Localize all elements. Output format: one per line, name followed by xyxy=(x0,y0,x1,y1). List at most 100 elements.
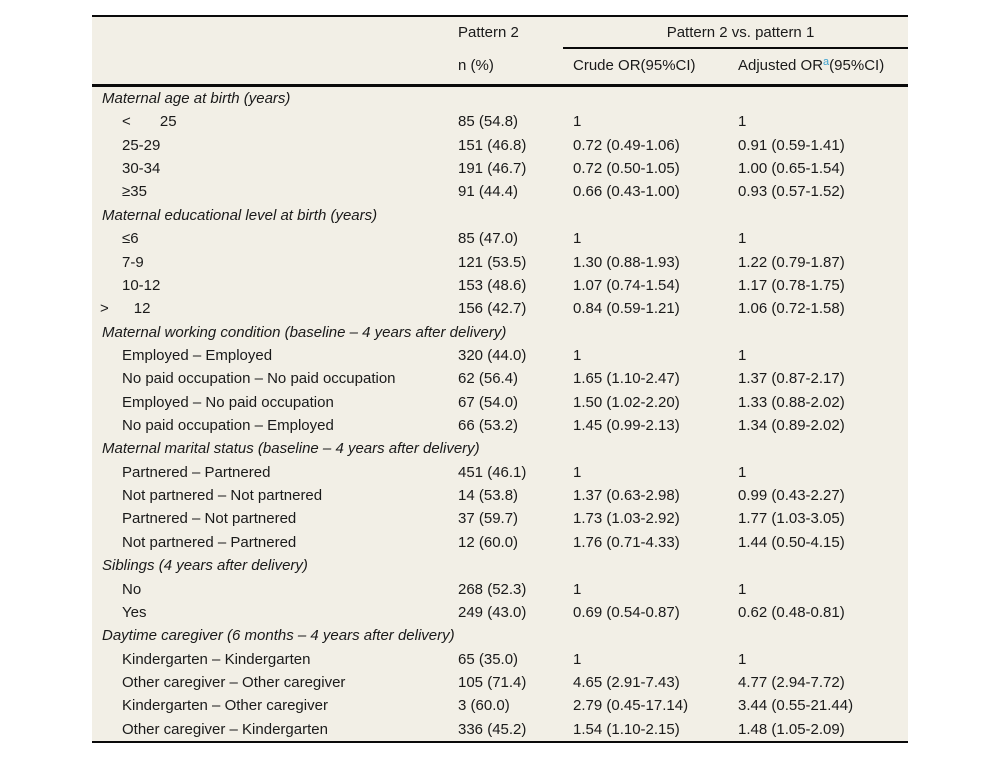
section-header: Maternal marital status (baseline – 4 ye… xyxy=(102,440,480,458)
crude-or-value: 1 xyxy=(573,113,582,131)
table-row: Other caregiver – Kindergarten 336 (45.2)… xyxy=(92,718,908,741)
n-percent-value: 121 (53.5) xyxy=(458,253,527,271)
row-label: Kindergarten – Kindergarten xyxy=(122,650,311,668)
table-row: Partnered – Not partnered 37 (59.7) 1.73 (… xyxy=(92,507,908,530)
section-header: Maternal age at birth (years) xyxy=(102,90,291,107)
comparison-underline-rule xyxy=(563,47,908,49)
adjusted-or-value: 0.99 (0.43-2.27) xyxy=(738,487,845,505)
n-percent-value: 336 (45.2) xyxy=(458,720,527,738)
section-header: Maternal working condition (baseline – 4… xyxy=(102,323,507,341)
crude-or-value: 1.73 (1.03-2.92) xyxy=(573,510,680,528)
adjusted-or-value: 1.44 (0.50-4.15) xyxy=(738,533,845,551)
table-row: Not partnered – Partnered 12 (60.0) 1.76 (… xyxy=(92,531,908,554)
n-percent-value: 153 (48.6) xyxy=(458,276,527,294)
n-percent-value: 320 (44.0) xyxy=(458,346,527,364)
crude-or-value: 0.72 (0.50-1.05) xyxy=(573,160,680,178)
row-label: Not partnered – Not partnered xyxy=(122,487,323,505)
crude-or-value: 1 xyxy=(573,346,582,364)
table-row: 10-12 153 (48.6) 1.07 (0.74-1.54) 1.17 (0.7… xyxy=(92,274,908,297)
table-row: Employed – Employed 320 (44.0) 1 1 xyxy=(92,344,908,367)
crude-or-value: 1 xyxy=(573,650,582,668)
footnote-superscript-a: a xyxy=(823,56,830,68)
header-comparison: Pattern 2 vs. pattern 1 xyxy=(666,23,815,41)
section-header: Maternal educational level at birth (yea… xyxy=(102,206,378,224)
row-label: Partnered – Not partnered xyxy=(122,510,297,528)
row-label: Employed – No paid occupation xyxy=(122,393,334,411)
crude-or-value: 1.07 (0.74-1.54) xyxy=(573,276,680,294)
n-percent-value: 156 (42.7) xyxy=(458,300,527,318)
table-row: No paid occupation – No paid occupation 6… xyxy=(92,367,908,390)
n-percent-value: 37 (59.7) xyxy=(458,510,519,528)
adjusted-or-value: 3.44 (0.55-21.44) xyxy=(738,697,854,715)
crude-or-value: 2.79 (0.45-17.14) xyxy=(573,697,689,715)
crude-or-value: 1 xyxy=(573,230,582,248)
table-row: No paid occupation – Employed 66 (53.2) 1.… xyxy=(92,414,908,437)
adjusted-or-value: 1.33 (0.88-2.02) xyxy=(738,393,845,411)
table-body: Maternal age at birth (years) < 25 85 (54.… xyxy=(92,87,908,741)
crude-or-value: 0.66 (0.43-1.00) xyxy=(573,183,680,201)
row-label: No xyxy=(122,580,142,598)
adjusted-or-value: 1 xyxy=(738,580,747,598)
table-row: ≥35 91 (44.4) 0.66 (0.43-1.00) 0.93 (0.57-1… xyxy=(92,180,908,203)
n-percent-value: 67 (54.0) xyxy=(458,393,519,411)
table-row: Kindergarten – Other caregiver 3 (60.0) 2.… xyxy=(92,694,908,717)
n-percent-value: 85 (47.0) xyxy=(458,230,519,248)
n-percent-value: 85 (54.8) xyxy=(458,113,519,131)
crude-or-value: 0.72 (0.49-1.06) xyxy=(573,136,680,154)
row-label: Partnered – Partnered xyxy=(122,463,271,481)
adjusted-or-value: 0.91 (0.59-1.41) xyxy=(738,136,845,154)
adjusted-or-text: Adjusted OR xyxy=(738,57,824,74)
crude-or-value: 1 xyxy=(573,580,582,598)
row-label: ≤6 xyxy=(122,230,139,248)
adjusted-or-value: 1.48 (1.05-2.09) xyxy=(738,720,845,738)
table-row: 7-9 121 (53.5) 1.30 (0.88-1.93) 1.22 (0.79-… xyxy=(92,251,908,274)
crude-or-value: 1.30 (0.88-1.93) xyxy=(573,253,680,271)
header-row-groups: Pattern 2 Pattern 2 vs. pattern 1 xyxy=(92,17,908,47)
n-percent-value: 3 (60.0) xyxy=(458,697,510,715)
table-row: > 12 156 (42.7) 0.84 (0.59-1.21) 1.06 (0.72… xyxy=(92,297,908,320)
section-header: Siblings (4 years after delivery) xyxy=(102,557,308,575)
row-label: Other caregiver – Other caregiver xyxy=(122,673,346,691)
row-label: Not partnered – Partnered xyxy=(122,533,297,551)
crude-or-value: 1.45 (0.99-2.13) xyxy=(573,417,680,435)
crude-or-value: 1.65 (1.10-2.47) xyxy=(573,370,680,388)
header-crude-or: Crude OR(95%CI) xyxy=(573,57,696,74)
adjusted-or-value: 1.37 (0.87-2.17) xyxy=(738,370,845,388)
header-pattern2: Pattern 2 xyxy=(458,23,519,41)
adjusted-or-value: 1.06 (0.72-1.58) xyxy=(738,300,845,318)
row-label: Employed – Employed xyxy=(122,346,273,364)
adjusted-or-value: 1 xyxy=(738,463,747,481)
adjusted-or-value: 1.17 (0.78-1.75) xyxy=(738,276,845,294)
section-header: Daytime caregiver (6 months – 4 years af… xyxy=(102,627,455,645)
row-label: Yes xyxy=(122,603,147,621)
row-label: > 12 xyxy=(100,300,151,318)
n-percent-value: 105 (71.4) xyxy=(458,673,527,691)
n-percent-value: 14 (53.8) xyxy=(458,487,519,505)
table-row: Other caregiver – Other caregiver 105 (71… xyxy=(92,671,908,694)
n-percent-value: 191 (46.7) xyxy=(458,160,527,178)
row-label: 10-12 xyxy=(122,276,161,294)
table-row: Yes 249 (43.0) 0.69 (0.54-0.87) 0.62 (0.48-… xyxy=(92,601,908,624)
n-percent-value: 151 (46.8) xyxy=(458,136,527,154)
table-row: Partnered – Partnered 451 (46.1) 1 1 xyxy=(92,461,908,484)
adjusted-or-value: 1.00 (0.65-1.54) xyxy=(738,160,845,178)
crude-or-value: 1.37 (0.63-2.98) xyxy=(573,487,680,505)
adjusted-or-value: 0.93 (0.57-1.52) xyxy=(738,183,845,201)
row-label: 30-34 xyxy=(122,160,161,178)
n-percent-value: 268 (52.3) xyxy=(458,580,527,598)
adjusted-or-value: 1 xyxy=(738,650,747,668)
row-label: No paid occupation – Employed xyxy=(122,417,334,435)
adjusted-or-value: 1 xyxy=(738,113,747,131)
stats-table: Pattern 2 Pattern 2 vs. pattern 1 n (%) … xyxy=(92,15,908,744)
row-label: Other caregiver – Kindergarten xyxy=(122,720,328,738)
adjusted-or-ci-text: (95%CI) xyxy=(829,57,885,74)
adjusted-or-value: 1.34 (0.89-2.02) xyxy=(738,417,845,435)
row-label: No paid occupation – No paid occupation xyxy=(122,370,396,388)
n-percent-value: 62 (56.4) xyxy=(458,370,519,388)
crude-or-value: 4.65 (2.91-7.43) xyxy=(573,673,680,691)
n-percent-value: 12 (60.0) xyxy=(458,533,519,551)
n-percent-value: 65 (35.0) xyxy=(458,650,519,668)
table-row: Kindergarten – Kindergarten 65 (35.0) 1 1 xyxy=(92,648,908,671)
table-row: 30-34 191 (46.7) 0.72 (0.50-1.05) 1.00 (0.6… xyxy=(92,157,908,180)
table-row: ≤6 85 (47.0) 1 1 xyxy=(92,227,908,250)
